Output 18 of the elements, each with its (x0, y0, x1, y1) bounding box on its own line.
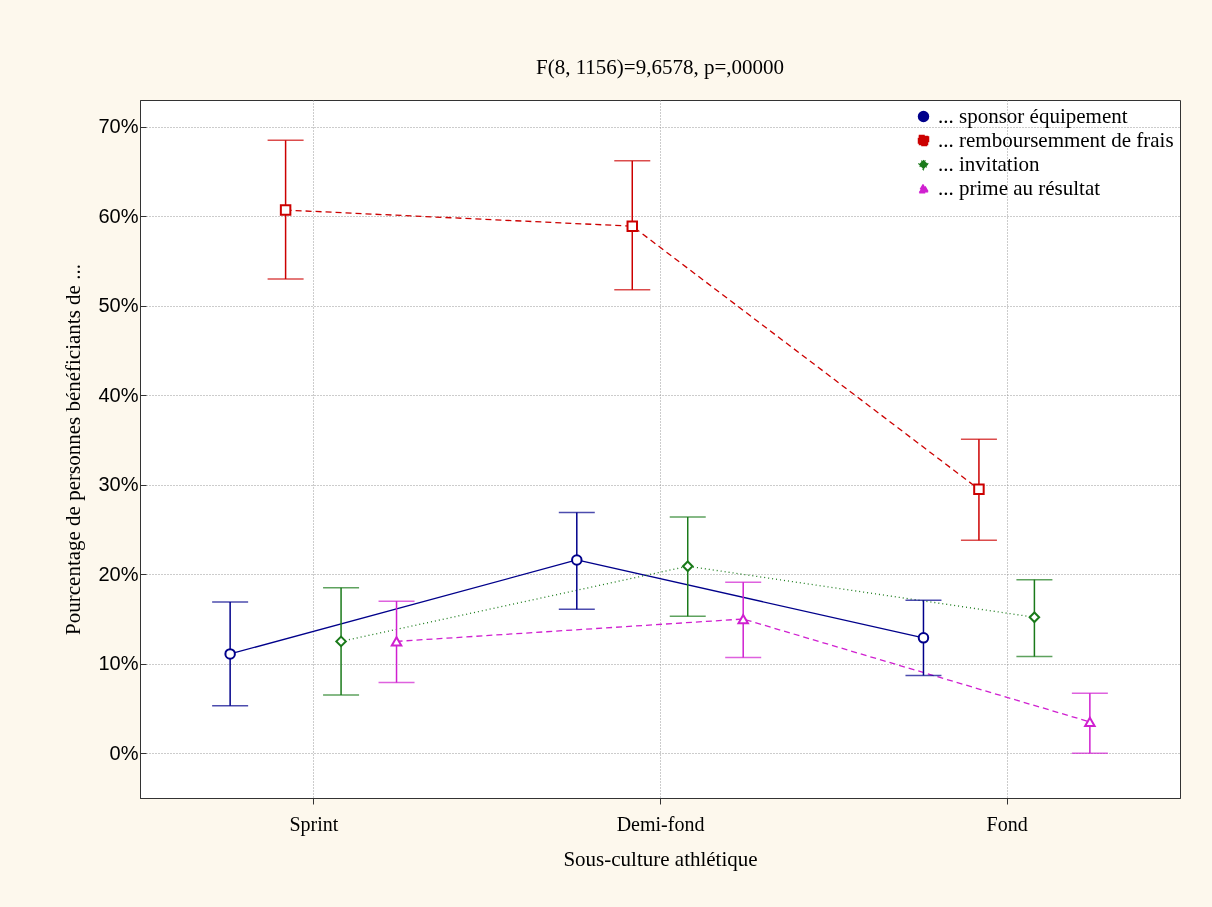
legend-label: ... sponsor équipement (938, 103, 1128, 128)
x-tick-label: Demi-fond (616, 812, 705, 835)
legend-label: ... remboursemment de frais (938, 127, 1174, 152)
x-tick-label: Fond (986, 812, 1028, 835)
legend-label: ... invitation (938, 151, 1040, 176)
y-tick-label: 20% (98, 562, 139, 585)
chart-title: F(8, 1156)=9,6578, p=,00000 (535, 55, 785, 79)
y-tick-label: 10% (98, 652, 139, 675)
y-tick-label: 30% (98, 473, 139, 496)
y-tick-label: 50% (98, 294, 139, 317)
y-axis-title: Pourcentage de personnes bénéficiants de ... (61, 264, 86, 635)
legend-label: ... prime au résultat (938, 175, 1101, 200)
y-tick-label: 60% (98, 204, 139, 227)
y-tick-label: 0% (109, 741, 139, 764)
x-tick-label: Sprint (289, 812, 339, 836)
y-tick-label: 40% (98, 383, 139, 406)
x-axis-title: Sous-culture athlétique (563, 846, 758, 871)
y-tick-label: 70% (98, 115, 139, 138)
